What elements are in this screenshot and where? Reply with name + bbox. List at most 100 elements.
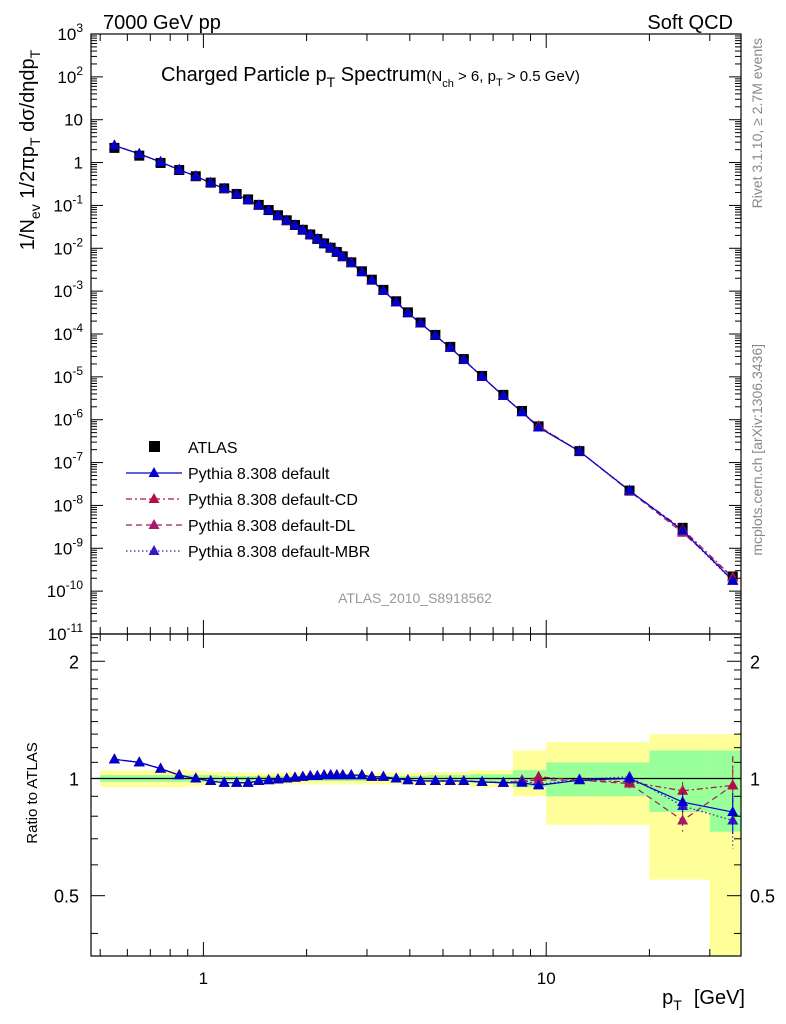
- ratio-series-marker: [205, 775, 217, 786]
- ratio-series-marker: [533, 770, 545, 781]
- legend: ATLAS Pythia 8.308 default Pythia 8.308 de…: [126, 440, 370, 561]
- ratio-series-marker: [677, 784, 689, 795]
- ratio-series-marker: [516, 776, 528, 787]
- main-series-marker: [133, 147, 145, 158]
- ratio-y-tick-label: 0.5: [54, 887, 79, 907]
- ratio-y-tick-label: 2: [69, 652, 79, 672]
- main-y-tick-label: 10-3: [53, 278, 83, 301]
- ratio-series-marker: [242, 776, 254, 787]
- main-series-marker: [281, 214, 293, 225]
- legend-marker: [148, 545, 160, 555]
- main-series-line: [114, 144, 734, 578]
- main-y-tick-label: 102: [57, 64, 83, 87]
- main-series-marker: [366, 274, 378, 285]
- ratio-panel-axes: 1 10 2 2 1 1 0.5 0.5: [54, 633, 775, 988]
- header-right-label: Soft QCD: [647, 12, 733, 34]
- main-series-marker: [677, 524, 689, 535]
- ratio-series-marker: [218, 776, 230, 787]
- ratio-series-marker: [337, 769, 349, 780]
- ratio-y-tick-label-right: 1: [750, 769, 760, 789]
- main-series-marker: [356, 265, 368, 276]
- legend-entry-label: Pythia 8.308 default-MBR: [188, 544, 370, 561]
- main-series-marker: [458, 353, 470, 364]
- main-series-marker: [402, 306, 414, 317]
- ratio-series-marker: [263, 774, 275, 785]
- main-series-marker: [289, 219, 301, 230]
- legend-entry-label: Pythia 8.308 default-CD: [188, 492, 358, 509]
- main-series-marker: [727, 574, 739, 585]
- analysis-id-label: ATLAS_2010_S8918562: [338, 590, 492, 606]
- ratio-series-marker: [231, 776, 243, 787]
- ratio-series-marker: [345, 769, 357, 780]
- legend-entry-label: Pythia 8.308 default: [188, 466, 330, 483]
- main-y-tick-label: 10-6: [53, 407, 83, 430]
- main-series-marker: [533, 421, 545, 432]
- ratio-series-marker: [133, 756, 145, 767]
- main-panel-series: [108, 139, 739, 586]
- ratio-series-marker: [190, 772, 202, 783]
- main-series-marker: [304, 228, 316, 239]
- legend-marker: [148, 493, 160, 503]
- ratio-y-axis-label: Ratio to ATLAS: [24, 742, 41, 843]
- ratio-series-marker: [573, 774, 585, 785]
- main-series-marker: [573, 445, 585, 456]
- main-series-marker: [476, 370, 488, 381]
- mcplots-label: mcplots.cern.ch [arXiv:1306.3436]: [749, 344, 765, 556]
- x-tick-label: 1: [199, 969, 208, 988]
- chart-title: Charged Particle pT Spectrum(Nch > 6, pT…: [161, 64, 580, 90]
- main-series-marker: [516, 406, 528, 417]
- ratio-series-marker: [727, 779, 739, 790]
- ratio-series-marker: [304, 769, 316, 780]
- ratio-series-marker: [297, 770, 309, 781]
- ratio-series-marker: [272, 773, 284, 784]
- main-y-tick-label: 1: [74, 154, 83, 173]
- main-series-marker: [205, 176, 217, 187]
- main-y-tick-label: 10-8: [53, 492, 83, 515]
- main-series-line: [114, 144, 734, 582]
- main-series-marker: [108, 139, 120, 150]
- main-series-marker: [242, 193, 254, 204]
- main-series-marker: [497, 389, 509, 400]
- ratio-series-marker: [476, 775, 488, 786]
- rivet-version-label: Rivet 3.1.10, ≥ 2.7M events: [749, 38, 765, 208]
- legend-entry-label: Pythia 8.308 default-DL: [188, 518, 355, 535]
- main-series-marker: [331, 246, 343, 257]
- ratio-series-marker: [366, 770, 378, 781]
- main-series-marker: [415, 317, 427, 328]
- main-y-tick-label: 10-7: [53, 450, 83, 473]
- ratio-y-tick-label-right: 2: [750, 652, 760, 672]
- ratio-series-marker: [497, 776, 509, 787]
- x-axis-label: pT [GeV]: [662, 987, 745, 1013]
- ratio-series-marker: [624, 772, 636, 783]
- ratio-series-marker: [533, 779, 545, 790]
- main-series-marker: [190, 170, 202, 181]
- ratio-series-marker: [415, 775, 427, 786]
- main-series-marker: [345, 256, 357, 267]
- main-y-tick-label: 10-5: [53, 364, 83, 387]
- main-series-line: [114, 144, 734, 581]
- main-series-marker: [231, 188, 243, 199]
- ratio-series-marker: [429, 775, 441, 786]
- ratio-series-marker: [727, 806, 739, 817]
- main-y-tick-label: 10-10: [47, 578, 84, 601]
- ratio-y-tick-label: 1: [69, 769, 79, 789]
- legend-entry-label: ATLAS: [188, 440, 238, 457]
- main-series-marker: [311, 233, 323, 244]
- main-series-marker: [624, 484, 636, 495]
- ratio-panel-frame: [90, 633, 742, 957]
- main-series-marker: [253, 199, 265, 210]
- ratio-series-marker: [155, 762, 167, 773]
- header-left-label: 7000 GeV pp: [103, 12, 221, 34]
- main-y-tick-label: 10-2: [53, 235, 83, 258]
- main-series-marker: [325, 241, 337, 252]
- ratio-series-marker: [173, 769, 185, 780]
- ratio-series-marker: [289, 771, 301, 782]
- ratio-series-marker: [356, 769, 368, 780]
- ratio-series-marker: [444, 775, 456, 786]
- ratio-series-marker: [108, 753, 120, 764]
- main-series-marker: [173, 163, 185, 174]
- main-series-marker: [390, 296, 402, 307]
- main-series-marker: [429, 329, 441, 340]
- main-series-marker: [272, 209, 284, 220]
